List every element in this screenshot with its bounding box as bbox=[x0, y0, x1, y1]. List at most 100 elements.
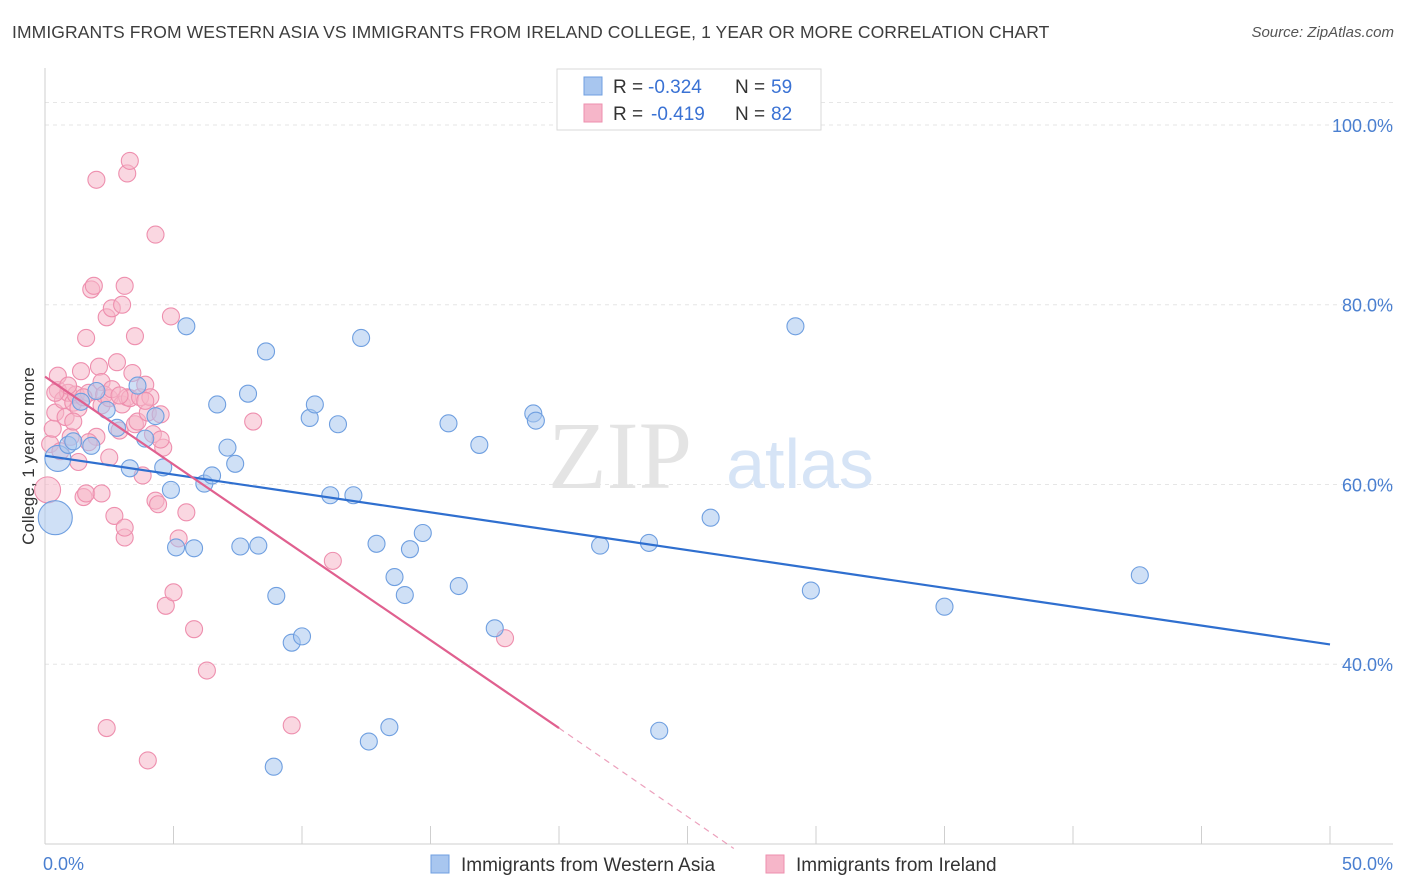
western-asia-point bbox=[400, 540, 419, 559]
ireland-point bbox=[107, 353, 127, 372]
blue-r-label: R = bbox=[613, 77, 643, 98]
western-asia-point bbox=[321, 486, 340, 505]
trend-lines bbox=[44, 375, 1331, 849]
western-asia-points bbox=[37, 317, 1149, 776]
pink-n-label: N = bbox=[735, 104, 765, 125]
legend-swatch-ireland bbox=[765, 854, 785, 874]
ireland-trend-extension bbox=[558, 727, 735, 849]
ireland-point bbox=[323, 551, 342, 570]
western-asia-point bbox=[801, 581, 820, 600]
western-asia-point bbox=[786, 317, 805, 336]
western-asia-point bbox=[380, 718, 399, 737]
western-asia-point bbox=[305, 395, 324, 414]
western-asia-point bbox=[264, 757, 283, 776]
ireland-point bbox=[244, 412, 263, 431]
y-tick-label: 60.0% bbox=[1342, 475, 1393, 495]
western-asia-point bbox=[231, 537, 250, 556]
ireland-trend-line bbox=[44, 375, 560, 729]
blue-n-label: N = bbox=[735, 77, 765, 98]
western-asia-point bbox=[249, 536, 268, 555]
western-asia-point bbox=[367, 534, 386, 553]
western-asia-point bbox=[328, 415, 348, 434]
ireland-point bbox=[110, 386, 129, 405]
ireland-point bbox=[149, 495, 168, 514]
ireland-point bbox=[77, 484, 96, 503]
western-asia-point bbox=[267, 586, 286, 605]
ireland-point bbox=[84, 276, 103, 295]
blue-n-value: 59 bbox=[771, 77, 792, 98]
ireland-point bbox=[77, 328, 96, 348]
watermark-zip: ZIP bbox=[548, 402, 692, 509]
western-asia-trend-line bbox=[44, 454, 1331, 646]
western-asia-point bbox=[650, 721, 669, 740]
y-tick-label: 100.0% bbox=[1332, 116, 1393, 136]
western-asia-point bbox=[1130, 566, 1149, 585]
western-asia-point bbox=[470, 435, 489, 454]
chart-title: IMMIGRANTS FROM WESTERN ASIA VS IMMIGRAN… bbox=[12, 22, 1050, 42]
ireland-point bbox=[115, 518, 134, 537]
y-tick-label: 40.0% bbox=[1342, 655, 1393, 675]
western-asia-point bbox=[352, 328, 371, 348]
western-asia-point bbox=[37, 500, 73, 536]
western-asia-point bbox=[701, 508, 720, 527]
ireland-point bbox=[64, 412, 83, 431]
western-asia-point bbox=[591, 536, 610, 555]
pink-r-value: -0.419 bbox=[651, 104, 705, 125]
western-asia-point bbox=[128, 376, 147, 395]
ireland-point bbox=[151, 430, 170, 449]
ireland-point bbox=[161, 307, 180, 326]
ireland-point bbox=[71, 362, 91, 381]
western-asia-point bbox=[256, 342, 276, 361]
western-asia-point bbox=[167, 538, 186, 557]
ireland-point bbox=[138, 751, 157, 770]
x-tick-label-max: 50.0% bbox=[1342, 854, 1393, 874]
x-tick-label-min: 0.0% bbox=[43, 854, 84, 874]
stats-legend: R = -0.324 N = 59 R = -0.419 N = 82 bbox=[556, 68, 822, 131]
western-asia-point bbox=[485, 619, 504, 638]
blue-r-value: -0.324 bbox=[648, 77, 702, 98]
ireland-point bbox=[113, 295, 132, 314]
axes: 0.0% 50.0% bbox=[43, 68, 1393, 874]
watermark-atlas: atlas bbox=[726, 425, 874, 503]
ireland-point bbox=[115, 276, 134, 295]
western-asia-point bbox=[146, 407, 165, 426]
ireland-point bbox=[34, 476, 62, 504]
western-asia-point bbox=[526, 411, 545, 430]
ireland-point bbox=[92, 484, 111, 503]
blue-swatch bbox=[583, 76, 603, 96]
watermark: ZIP atlas bbox=[548, 402, 874, 509]
western-asia-point bbox=[359, 732, 378, 751]
ireland-point bbox=[185, 620, 204, 639]
western-asia-point bbox=[161, 480, 180, 499]
ireland-point bbox=[177, 503, 196, 522]
western-asia-point bbox=[395, 585, 414, 605]
western-asia-point bbox=[64, 432, 83, 451]
ireland-point bbox=[89, 357, 109, 376]
series-legend: Immigrants from Western Asia Immigrants … bbox=[430, 854, 997, 876]
ireland-point bbox=[197, 661, 216, 680]
pink-r-label: R = bbox=[613, 104, 643, 125]
pink-n-value: 82 bbox=[771, 104, 792, 125]
legend-label-western-asia: Immigrants from Western Asia bbox=[461, 855, 716, 876]
y-axis-label: College, 1 year or more bbox=[19, 367, 38, 545]
pink-swatch bbox=[583, 103, 603, 123]
western-asia-point bbox=[218, 438, 237, 457]
western-asia-point bbox=[208, 395, 227, 414]
western-asia-point bbox=[449, 576, 468, 596]
ireland-point bbox=[105, 506, 124, 525]
ireland-point bbox=[97, 719, 116, 738]
western-asia-point bbox=[185, 539, 204, 558]
legend-swatch-western-asia bbox=[430, 854, 450, 874]
ireland-point bbox=[156, 596, 175, 615]
source-label: Source: ZipAtlas.com bbox=[1251, 24, 1394, 41]
western-asia-point bbox=[292, 627, 312, 646]
legend-label-ireland: Immigrants from Ireland bbox=[796, 855, 997, 876]
western-asia-point bbox=[87, 381, 106, 401]
ireland-point bbox=[120, 151, 139, 170]
ireland-point bbox=[146, 225, 165, 244]
western-asia-point bbox=[226, 454, 245, 473]
ireland-point bbox=[164, 583, 183, 602]
ireland-point bbox=[87, 170, 106, 189]
ireland-point bbox=[282, 716, 301, 735]
